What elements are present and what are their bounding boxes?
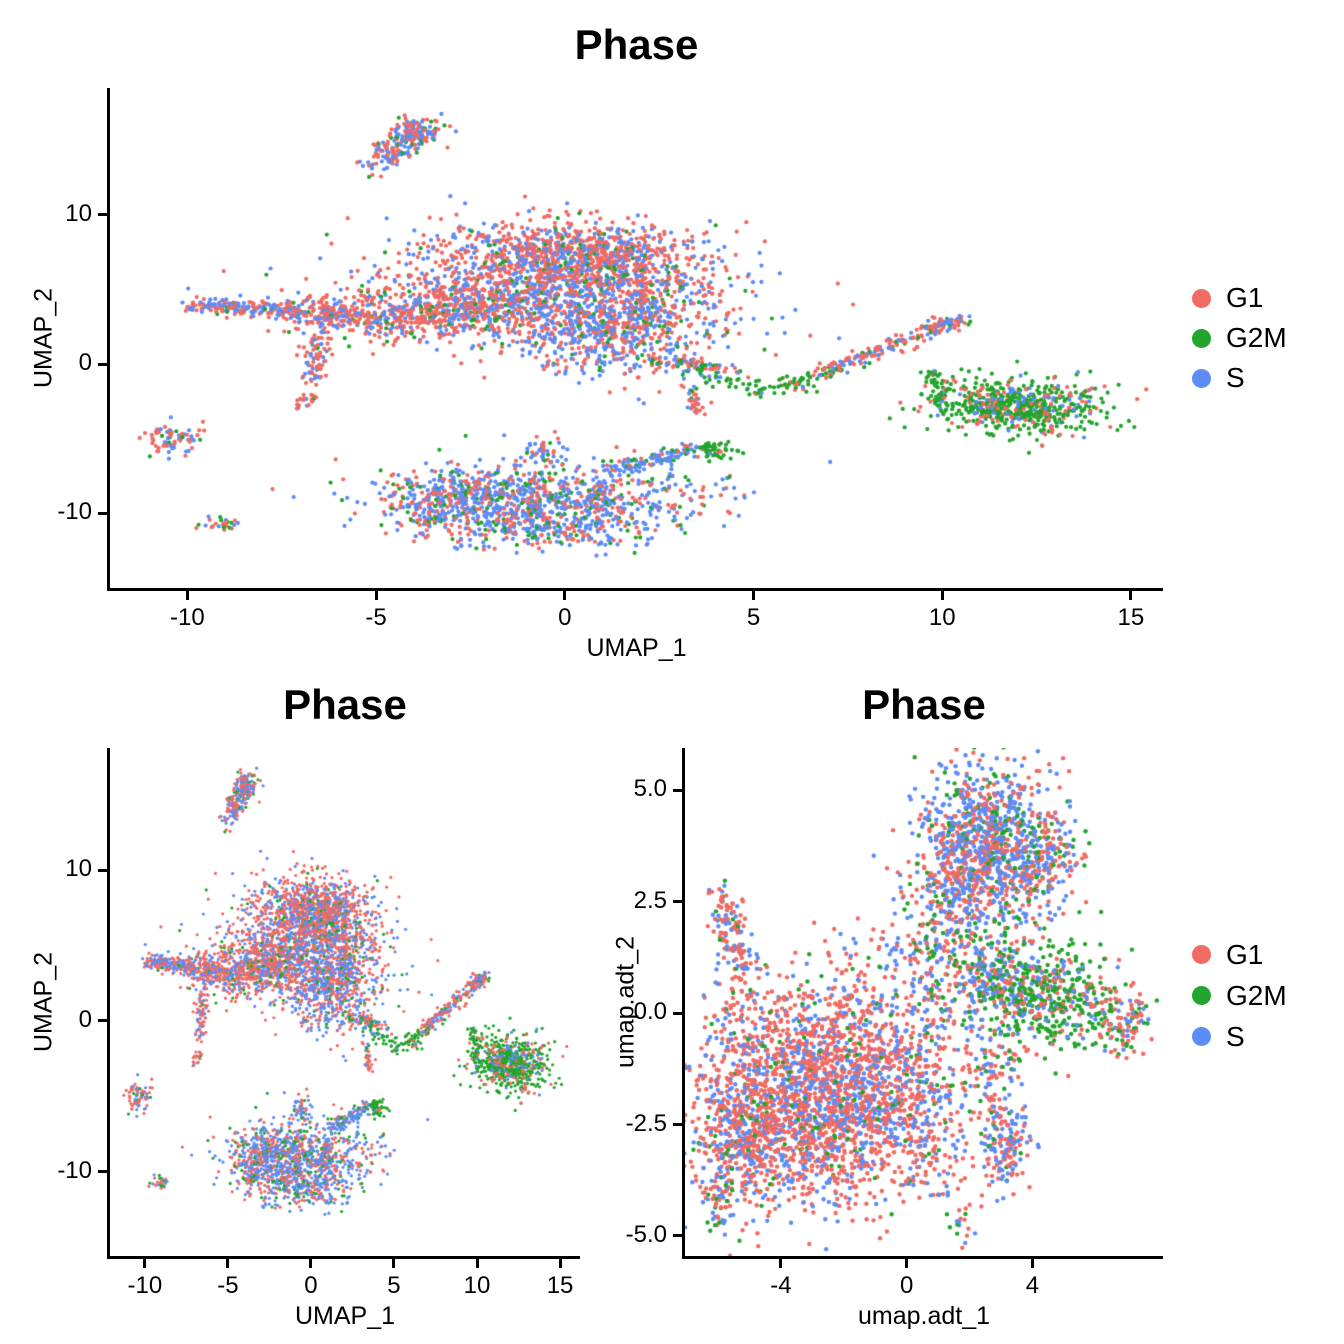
x-tick-label: 4 [1025, 1272, 1040, 1299]
y-tick-label: 2.5 [633, 886, 667, 914]
x-tick-label: 0 [558, 604, 572, 631]
y-tick-mark [673, 1011, 682, 1015]
x-axis-line [107, 588, 1163, 591]
y-tick-mark [98, 362, 107, 366]
umap-adt-plot: Phase umap.adt_1 umap.adt_2 -4 0 4 5.0 2.5 0.… [612, 681, 1163, 1330]
legend-item-g2m: G2M [1192, 318, 1287, 358]
y-tick-mark [98, 1170, 107, 1174]
x-tick-label: -4 [770, 1272, 792, 1299]
x-tick-mark [309, 1259, 313, 1268]
x-tick-mark [940, 591, 944, 600]
x-tick-mark [563, 591, 567, 600]
x-axis-title: UMAP_1 [294, 1302, 396, 1330]
y-tick-label: 0.0 [633, 998, 667, 1026]
legend-label-g1: G1 [1226, 282, 1264, 313]
y-axis-line [107, 88, 110, 591]
x-tick-label: -5 [365, 604, 387, 631]
x-tick-label: 0 [304, 1272, 318, 1299]
legend-dot-g1-icon [1192, 945, 1211, 964]
y-tick-mark [673, 1234, 682, 1238]
legend-dot-s-icon [1192, 1027, 1211, 1046]
x-tick-label: 15 [1117, 604, 1145, 631]
legend-item-g1: G1 [1192, 934, 1287, 975]
y-tick-label: 10 [65, 855, 92, 883]
y-tick-mark [673, 788, 682, 792]
y-tick-label: 0 [78, 1005, 92, 1033]
legend-dot-s-icon [1192, 368, 1211, 388]
umap-rna-plot-large: Phase UMAP_1 UMAP_2 -10 -5 0 5 10 15 10 0 -10 [30, 21, 1163, 662]
x-tick-label: 10 [463, 1272, 491, 1299]
scatter-points-canvas [685, 748, 1163, 1256]
y-axis-line [682, 748, 685, 1259]
legend-item-s: S [1192, 1016, 1287, 1057]
y-tick-mark [98, 213, 107, 217]
x-tick-mark [185, 591, 189, 600]
umap-rna-plot-small: Phase UMAP_1 UMAP_2 -10 -5 0 5 10 15 10 0 -10 [30, 681, 580, 1330]
y-tick-mark [673, 1123, 682, 1127]
x-axis-title: umap.adt_1 [857, 1302, 991, 1330]
plot-title: Phase [574, 21, 699, 68]
legend-phase-top: G1 G2M S [1192, 278, 1287, 398]
x-axis-line [107, 1256, 580, 1259]
y-tick-label: -2.5 [625, 1109, 667, 1137]
x-tick-mark [752, 591, 755, 600]
x-tick-mark [374, 591, 378, 600]
y-tick-label: 10 [65, 199, 92, 227]
x-tick-mark [779, 1259, 783, 1268]
legend-label-g2m: G2M [1226, 979, 1287, 1011]
y-tick-mark [673, 900, 682, 904]
plot-title: Phase [862, 681, 986, 728]
x-tick-label: -5 [217, 1272, 239, 1299]
x-tick-mark [226, 1259, 230, 1268]
x-axis-line [682, 1256, 1163, 1259]
x-tick-mark [392, 1259, 396, 1268]
y-tick-label: 5.0 [633, 775, 667, 803]
y-tick-label: 0 [78, 349, 92, 377]
x-tick-label: 5 [746, 604, 761, 631]
legend-label-s: S [1226, 362, 1245, 393]
x-axis-title: UMAP_1 [586, 634, 687, 662]
x-tick-label: 0 [900, 1272, 914, 1299]
x-tick-mark [143, 1259, 147, 1268]
x-tick-mark [905, 1259, 909, 1268]
scatter-points-canvas [110, 748, 580, 1256]
y-tick-mark [98, 511, 107, 515]
legend-label-g1: G1 [1226, 938, 1264, 970]
x-tick-label: -10 [127, 1272, 163, 1299]
x-tick-mark [558, 1259, 562, 1268]
y-axis-line [107, 748, 110, 1259]
legend-label-s: S [1226, 1020, 1245, 1052]
y-tick-label: -10 [57, 1156, 92, 1184]
legend-phase-bottom: G1 G2M S [1192, 934, 1287, 1057]
legend-label-g2m: G2M [1226, 322, 1287, 353]
x-tick-label: 15 [546, 1272, 574, 1299]
y-tick-label: -5.0 [625, 1220, 667, 1248]
y-tick-label: -10 [57, 498, 92, 526]
legend-dot-g2m-icon [1192, 328, 1211, 348]
y-tick-mark [98, 1019, 107, 1023]
y-axis-title: UMAP_2 [29, 951, 58, 1053]
legend-item-g2m: G2M [1192, 975, 1287, 1016]
scatter-points-canvas [110, 88, 1163, 588]
x-tick-label: -10 [170, 604, 205, 631]
x-tick-mark [1129, 591, 1133, 600]
x-tick-label: 5 [387, 1272, 401, 1299]
legend-dot-g1-icon [1192, 288, 1211, 308]
y-tick-mark [98, 868, 107, 872]
x-tick-mark [475, 1259, 479, 1268]
plot-title: Phase [283, 681, 407, 728]
legend-dot-g2m-icon [1192, 986, 1211, 1005]
legend-item-s: S [1192, 358, 1287, 398]
x-tick-mark [1030, 1259, 1034, 1268]
x-tick-label: 10 [928, 604, 956, 631]
legend-item-g1: G1 [1192, 278, 1287, 318]
